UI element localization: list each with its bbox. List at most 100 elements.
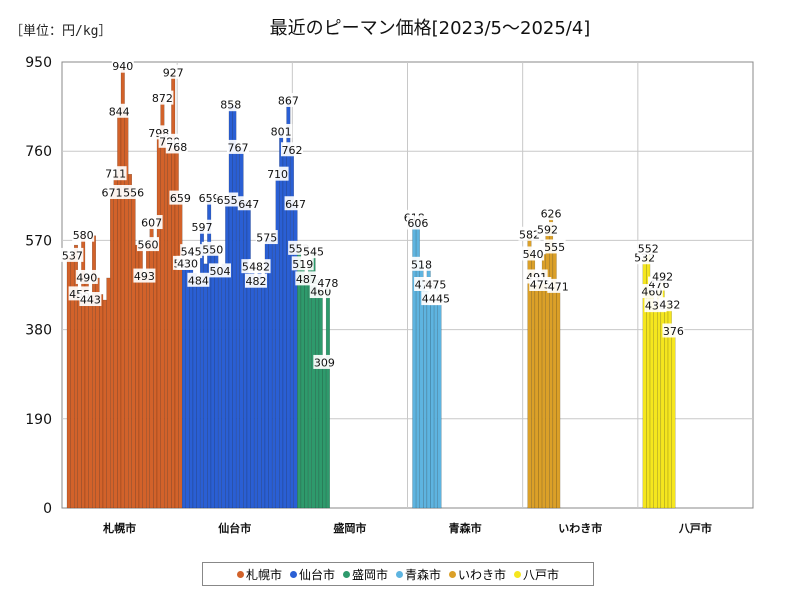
bar — [653, 305, 658, 509]
data-label-text: 532 — [634, 252, 655, 265]
data-label-bg — [302, 244, 325, 259]
data-label-text: 376 — [663, 325, 684, 338]
data-label: 519 — [291, 256, 314, 271]
data-label-text: 626 — [541, 208, 562, 221]
data-label: 482 — [244, 273, 267, 288]
data-label-bg — [662, 323, 685, 338]
x-tick-label: いわき市 — [558, 521, 602, 535]
bar — [149, 222, 154, 509]
data-label: 493 — [133, 268, 156, 283]
legend-item: 青森市 — [396, 566, 441, 583]
bar — [214, 249, 219, 509]
data-label-text: 487 — [296, 273, 317, 286]
data-label-text: 471 — [548, 280, 569, 293]
data-label-text: 767 — [227, 141, 248, 154]
y-tick-label: 190 — [25, 412, 52, 428]
bar — [102, 299, 107, 509]
data-label: 475 — [424, 277, 447, 292]
bar — [106, 277, 111, 509]
data-label-bg — [72, 227, 95, 242]
data-label: 710 — [266, 166, 289, 181]
data-label-bg — [244, 273, 267, 288]
data-label-bg — [180, 244, 203, 259]
legend-marker — [514, 570, 522, 578]
bar — [275, 174, 280, 509]
data-label-bg — [316, 275, 339, 290]
data-label-bg — [406, 215, 429, 230]
bar — [185, 263, 190, 509]
bar — [181, 263, 186, 509]
legend-label: 仙台市 — [298, 567, 335, 582]
data-label-bg — [187, 272, 210, 287]
bar — [142, 276, 147, 509]
data-label-text: 475 — [425, 279, 446, 292]
data-label-bg — [428, 291, 451, 306]
data-label-text: 493 — [134, 270, 155, 283]
bar — [541, 254, 546, 509]
data-label: 487 — [295, 271, 318, 286]
bar — [77, 294, 82, 509]
data-label-text: 504 — [209, 265, 230, 278]
bar — [423, 284, 428, 509]
legend-label: いわき市 — [458, 567, 507, 582]
legend-item: 仙台市 — [289, 566, 335, 583]
data-label-text: 475 — [530, 279, 551, 292]
bar — [279, 131, 284, 509]
bar — [95, 277, 100, 509]
bar — [153, 244, 158, 509]
data-label: 762 — [280, 142, 303, 157]
data-label-bg — [522, 246, 545, 261]
y-tick-label: 570 — [25, 233, 52, 249]
data-label-bg — [277, 92, 300, 107]
data-label: 647 — [237, 196, 260, 211]
data-label-bg — [219, 97, 242, 112]
data-label-bg — [151, 90, 174, 105]
data-label-text: 490 — [76, 271, 97, 284]
data-label-text: 443 — [80, 294, 101, 307]
data-label-text: 309 — [314, 356, 335, 369]
data-label-bg — [165, 139, 188, 154]
data-label: 927 — [162, 64, 185, 79]
data-label-bg — [658, 297, 681, 312]
x-tick-label: 八戸市 — [678, 521, 712, 535]
data-label: 550 — [201, 241, 224, 256]
legend-item: いわき市 — [449, 566, 506, 583]
data-label-text: 519 — [292, 258, 313, 271]
data-label: 484 — [187, 272, 210, 287]
data-label: 504 — [208, 263, 231, 278]
bar — [268, 237, 273, 509]
data-label-text: 545 — [303, 246, 324, 259]
data-label: 858 — [219, 97, 242, 112]
data-label-bg — [108, 103, 131, 118]
data-label-bg — [291, 256, 314, 271]
data-label-bg — [280, 142, 303, 157]
data-label: 940 — [111, 58, 134, 73]
data-label-text: 580 — [73, 229, 94, 242]
data-label-text: 445 — [429, 293, 450, 306]
data-label: 492 — [651, 269, 674, 284]
legend-label: 札幌市 — [245, 567, 282, 582]
bar — [318, 291, 323, 509]
bar — [127, 174, 132, 509]
data-label-text: 655 — [217, 194, 238, 207]
data-label: 659 — [169, 190, 192, 205]
data-label-bg — [169, 190, 192, 205]
legend-item: 札幌市 — [236, 566, 282, 583]
data-label-text: 545 — [181, 246, 202, 259]
data-label-bg — [111, 58, 134, 73]
chart-title: 最近のピーマン価格[2023/5～2025/4] — [269, 18, 591, 39]
data-label-bg — [140, 215, 163, 230]
data-label-text: 659 — [170, 192, 191, 205]
data-label-text: 671 — [102, 186, 123, 199]
bar — [232, 104, 237, 509]
data-label-text: 872 — [152, 92, 173, 105]
data-label-text: 432 — [659, 299, 680, 312]
bar — [156, 133, 161, 509]
data-label-bg — [75, 269, 98, 284]
bar — [657, 284, 662, 509]
data-label-text: 867 — [278, 94, 299, 107]
data-label: 606 — [406, 215, 429, 230]
data-label-bg — [248, 259, 271, 274]
data-label: 309 — [313, 354, 336, 369]
data-label-bg — [190, 219, 213, 234]
